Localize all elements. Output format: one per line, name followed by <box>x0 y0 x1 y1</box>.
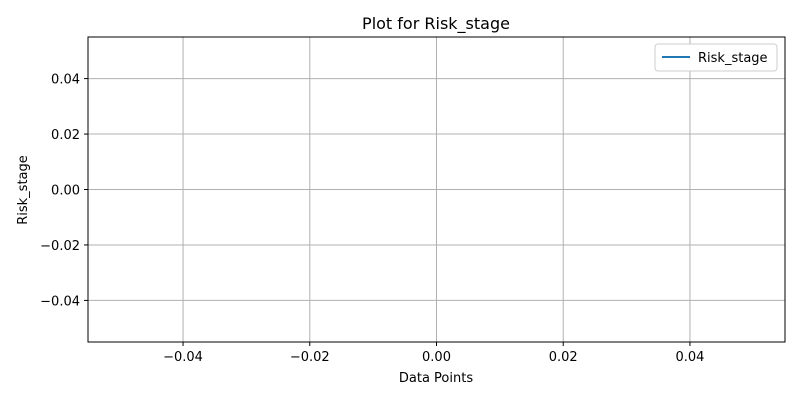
y-tick-label: 0.00 <box>51 184 80 199</box>
y-tick-label: −0.04 <box>40 294 80 309</box>
y-tick-label: 0.04 <box>51 73 80 88</box>
x-tick-label: −0.02 <box>290 350 330 365</box>
x-axis-label: Data Points <box>399 371 473 386</box>
y-axis-label: Risk_stage <box>16 155 31 225</box>
y-tick-label: −0.02 <box>40 239 80 254</box>
x-tick-label: 0.00 <box>422 350 451 365</box>
y-tick-label: 0.02 <box>51 128 80 143</box>
x-tick-label: 0.02 <box>549 350 578 365</box>
x-tick-label: −0.04 <box>163 350 203 365</box>
grid <box>88 37 785 342</box>
axis-ticks: −0.04 −0.02 0.00 0.02 0.04 −0.04 −0.02 0.00 0.02… <box>40 73 704 365</box>
legend: Risk_stage <box>654 43 778 72</box>
legend-label: Risk_stage <box>698 51 768 66</box>
x-tick-label: 0.04 <box>675 350 704 365</box>
chart-title: Plot for Risk_stage <box>362 14 510 34</box>
legend-box <box>654 43 778 72</box>
